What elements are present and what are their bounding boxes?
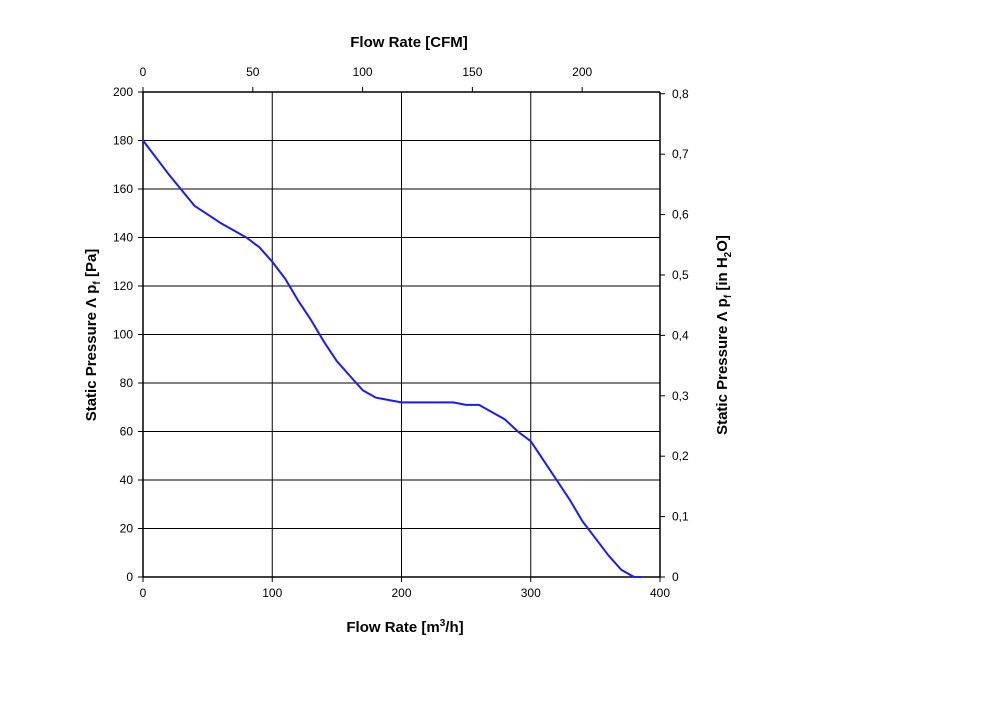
- x-axis-bottom-title-sup: 3: [440, 618, 446, 629]
- y-right-tick-label-4: 0,4: [672, 328, 689, 342]
- x-bottom-tick-label-2: 200: [391, 586, 411, 600]
- x-bottom-tick-label-3: 300: [521, 586, 541, 600]
- y-left-tick-label-3: 60: [120, 425, 134, 439]
- y-right-tick-label-1: 0,1: [672, 510, 689, 524]
- x-top-tick-label-3: 150: [462, 65, 482, 79]
- y-left-tick-label-5: 100: [113, 328, 133, 342]
- y-left-tick-label-6: 120: [113, 279, 133, 293]
- y-right-tick-label-0: 0: [672, 570, 679, 584]
- y-left-tick-label-7: 140: [113, 231, 133, 245]
- y-left-tick-label-1: 20: [120, 522, 134, 536]
- y-axis-left-title: Static Pressure Λ pf [Pa]: [83, 249, 103, 422]
- x-bottom-tick-label-1: 100: [262, 586, 282, 600]
- series-layer: [142, 139, 642, 578]
- y-axis-left-title-main: Static Pressure Λ p: [83, 285, 100, 422]
- y-right-tick-label-8: 0,8: [672, 87, 689, 101]
- y-left-tick-label-4: 80: [120, 376, 134, 390]
- y-axis-right-title-mid: [in H: [714, 257, 731, 295]
- y-left-tick-label-8: 160: [113, 182, 133, 196]
- y-right-tick-label-7: 0,7: [672, 147, 689, 161]
- y-right-tick-label-3: 0,3: [672, 389, 689, 403]
- x-axis-bottom-title: Flow Rate [m3/h]: [346, 618, 463, 636]
- y-axis-right-title-end: O]: [714, 235, 731, 252]
- series-line-0: [142, 139, 642, 578]
- y-axis-right-title: Static Pressure Λ pf [in H2O]: [714, 235, 734, 435]
- x-top-tick-label-0: 0: [140, 65, 147, 79]
- x-axis-bottom-title-main: Flow Rate [m: [346, 619, 439, 636]
- grid-layer: [142, 91, 661, 578]
- x-top-tick-label-4: 200: [572, 65, 592, 79]
- y-axis-right-title-main: Static Pressure Λ p: [714, 298, 731, 435]
- x-bottom-tick-label-0: 0: [140, 586, 147, 600]
- y-left-tick-label-0: 0: [126, 570, 133, 584]
- y-left-tick-label-10: 200: [113, 85, 133, 99]
- x-top-tick-label-1: 50: [246, 65, 260, 79]
- x-axis-bottom-title-end: /h]: [445, 619, 463, 636]
- y-right-tick-label-5: 0,5: [672, 268, 689, 282]
- y-right-tick-label-2: 0,2: [672, 449, 689, 463]
- x-axis-top-title: Flow Rate [CFM]: [350, 34, 468, 51]
- x-bottom-tick-label-4: 400: [650, 586, 670, 600]
- y-axis-right-title-sub: f: [723, 294, 734, 298]
- x-top-tick-label-2: 100: [353, 65, 373, 79]
- y-right-tick-label-6: 0,6: [672, 208, 689, 222]
- y-left-tick-label-2: 40: [120, 473, 134, 487]
- y-axis-left-title-end: [Pa]: [83, 249, 100, 282]
- y-axis-right-title-sub2: 2: [723, 251, 734, 257]
- y-left-tick-label-9: 180: [113, 134, 133, 148]
- y-axis-left-title-sub: f: [92, 281, 103, 285]
